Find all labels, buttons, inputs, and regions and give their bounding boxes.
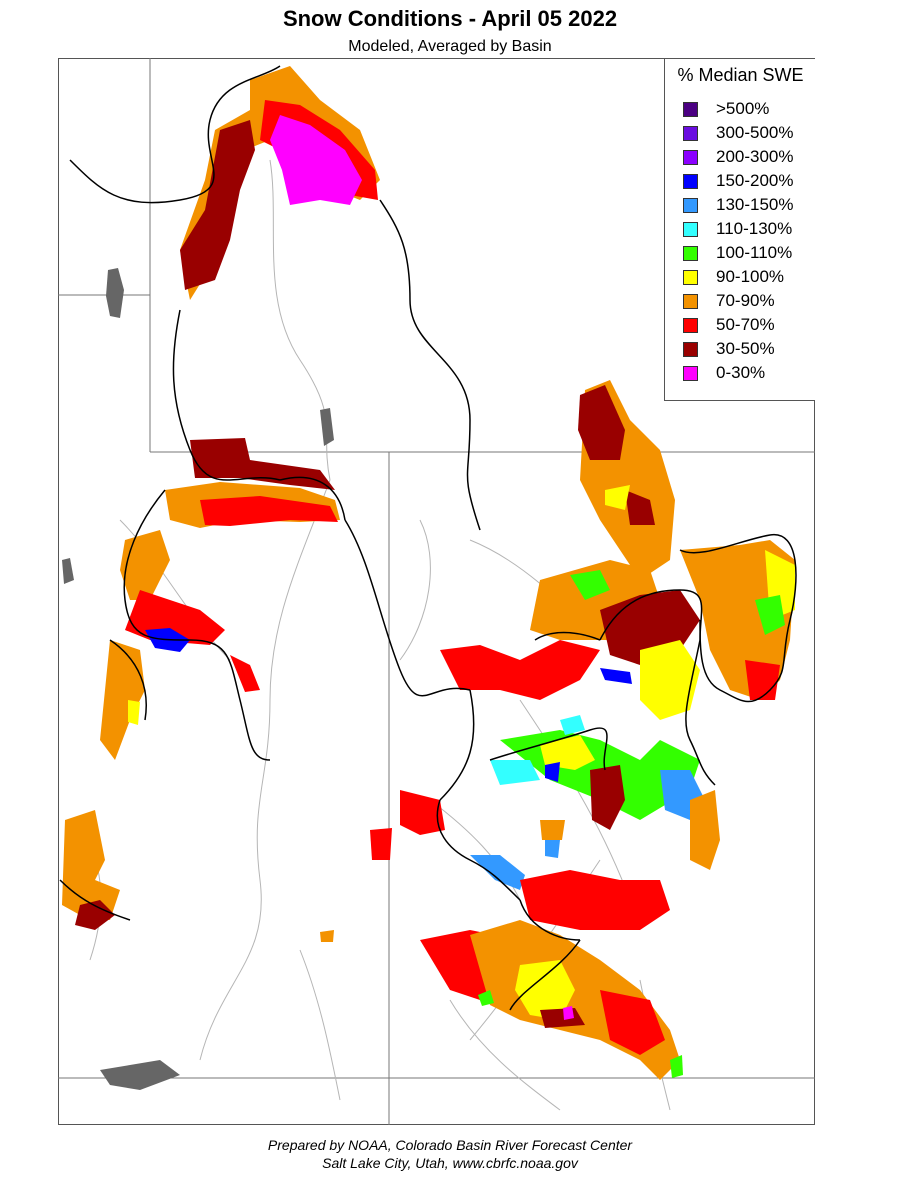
map-title: Snow Conditions - April 05 2022: [282, 6, 618, 31]
swe-region-sj-red2: [600, 990, 665, 1055]
swe-region-gunnison-blue: [470, 855, 525, 890]
swe-region-ne-red: [745, 660, 780, 700]
swe-region-center-yellow2: [540, 735, 595, 770]
basin-map: [58, 58, 815, 1125]
swe-region-central-red: [200, 496, 338, 526]
state-boundaries: [58, 58, 815, 1125]
legend-label: 50-70%: [716, 315, 775, 334]
legend-label: 30-50%: [716, 339, 775, 358]
legend-label: 90-100%: [716, 267, 785, 286]
swe-region-gunnison-blue2: [545, 840, 560, 858]
swe-region-ne-orange: [680, 540, 795, 700]
map-frame: [58, 58, 815, 1125]
swe-region-sj-magenta: [563, 1006, 574, 1020]
swe-region-far-sw-orange: [62, 810, 120, 920]
swe-region-center-darkred: [590, 765, 625, 830]
swe-region-small-orange: [320, 930, 334, 942]
swe-region-center-blue2: [545, 762, 560, 782]
legend-swatch: [683, 246, 698, 261]
credit-line-1: Prepared by NOAA, Colorado Basin River F…: [267, 1137, 633, 1153]
swe-region-central-darkred: [190, 438, 335, 490]
legend-swatch: [683, 198, 698, 213]
legend-swatch: [683, 318, 698, 333]
swe-region-sw-orange: [100, 640, 145, 760]
legend-swatch: [683, 342, 698, 357]
legend-label: 150-200%: [716, 171, 794, 190]
legend-title: % Median SWE: [677, 65, 804, 85]
basin-boundaries: [59, 65, 797, 1011]
legend-label: 110-130%: [716, 219, 793, 238]
swe-region-north-darkred: [180, 120, 255, 290]
swe-region-far-sw-darkred: [75, 900, 115, 930]
legend-swatch: [683, 150, 698, 165]
swe-region-center-orange: [690, 790, 720, 870]
legend-label: 100-110%: [716, 243, 793, 262]
swe-region-sj-yellow: [515, 960, 575, 1020]
legend-swatch: [683, 294, 698, 309]
swe-region-center-cyan2: [560, 715, 585, 735]
legend-swatch: [683, 126, 698, 141]
swe-region-se-red: [520, 870, 670, 930]
swe-region-mid-green: [570, 570, 610, 600]
swe-region-east-darkred: [578, 385, 625, 460]
swe-region-sj-darkred: [540, 1008, 585, 1028]
swe-region-ne-green: [755, 595, 785, 635]
swe-region-gunnison-red: [400, 790, 445, 835]
legend-swatch: [683, 270, 698, 285]
swe-region-east-yellow: [605, 485, 630, 510]
swe-region-gunnison-red2: [370, 828, 392, 860]
swe-region-sj-green2: [670, 1055, 683, 1078]
legend-label: 130-150%: [716, 195, 794, 214]
legend-swatch: [683, 222, 698, 237]
swe-region-center-cyan: [490, 760, 540, 785]
swe-region-west-orange: [120, 530, 170, 600]
swe-region-center-yellow: [640, 640, 700, 720]
swe-region-north-magenta: [270, 115, 362, 205]
legend-box: % Median SWE >500% 300-500% 200-300% 150…: [664, 59, 815, 401]
lakes: [62, 268, 334, 1090]
map-subtitle: Modeled, Averaged by Basin: [348, 38, 552, 55]
swe-region-small-red: [230, 655, 260, 692]
swe-region-east-darkred2: [625, 490, 655, 525]
swe-regions: [62, 66, 795, 1080]
swe-region-gunnison-orange: [540, 820, 565, 840]
legend-label: 300-500%: [716, 123, 794, 142]
credit-line-2: Salt Lake City, Utah, www.cbrfc.noaa.gov: [322, 1155, 578, 1171]
swe-region-center-blue3: [600, 668, 632, 684]
swe-region-sj-green: [478, 990, 494, 1006]
legend-label: 70-90%: [716, 291, 775, 310]
legend-label: >500%: [716, 99, 770, 118]
swe-region-center-red: [440, 640, 600, 700]
legend-swatch: [683, 366, 698, 381]
swe-region-sw-yellow: [128, 700, 140, 725]
legend-swatch: [683, 174, 698, 189]
legend-label: 200-300%: [716, 147, 794, 166]
legend-label: 0-30%: [716, 363, 766, 382]
legend-swatch: [683, 102, 698, 117]
